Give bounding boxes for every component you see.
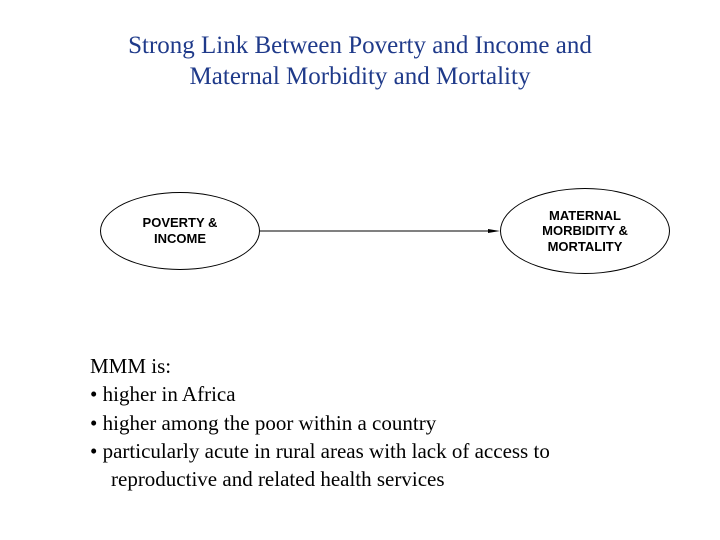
node-left-line1: POVERTY & bbox=[143, 215, 218, 230]
node-poverty-income: POVERTY & INCOME bbox=[100, 192, 260, 270]
link-diagram: POVERTY & INCOME MATERNAL MORBIDITY & MO… bbox=[0, 180, 720, 300]
bullet-item: particularly acute in rural areas with l… bbox=[90, 437, 660, 494]
arrow-connector bbox=[260, 229, 500, 233]
bullet-list: higher in Africa higher among the poor w… bbox=[90, 380, 660, 493]
bullet-item: higher in Africa bbox=[90, 380, 660, 408]
node-left-line2: INCOME bbox=[154, 231, 206, 246]
title-line-1: Strong Link Between Poverty and Income a… bbox=[128, 32, 592, 59]
node-right-line1: MATERNAL bbox=[549, 208, 621, 223]
bullet-block: MMM is: higher in Africa higher among th… bbox=[90, 352, 660, 494]
node-maternal-mmm: MATERNAL MORBIDITY & MORTALITY bbox=[500, 188, 670, 274]
bullet-lead: MMM is: bbox=[90, 352, 660, 380]
node-right-line3: MORTALITY bbox=[548, 239, 623, 254]
bullet-item: higher among the poor within a country bbox=[90, 409, 660, 437]
slide-title: Strong Link Between Poverty and Income a… bbox=[0, 30, 720, 93]
node-right-line2: MORBIDITY & bbox=[542, 223, 628, 238]
title-line-2: Maternal Morbidity and Mortality bbox=[190, 63, 531, 90]
